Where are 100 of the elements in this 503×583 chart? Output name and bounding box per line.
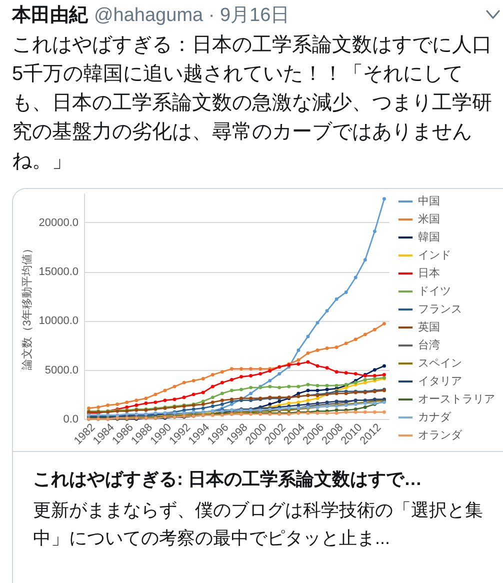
point — [354, 407, 358, 411]
point — [278, 386, 282, 390]
point — [134, 404, 138, 407]
point — [278, 400, 282, 404]
text: 更新がままならず、僕のブログは科学技術の「選択と集中」についての考察の最中でピタッと止ま... — [33, 499, 484, 550]
point — [306, 334, 310, 338]
point — [182, 408, 186, 412]
point — [106, 404, 110, 407]
point — [354, 276, 358, 280]
point — [316, 384, 320, 388]
point — [268, 378, 272, 382]
point — [230, 388, 234, 392]
point — [363, 405, 367, 409]
point — [268, 402, 272, 406]
point — [192, 378, 196, 382]
point — [201, 376, 205, 380]
legend-label: 中国 — [418, 194, 440, 208]
point — [382, 373, 386, 377]
point — [154, 400, 158, 404]
point — [163, 398, 167, 402]
point — [249, 386, 253, 390]
point — [87, 406, 90, 410]
point — [316, 364, 320, 368]
point — [172, 398, 176, 402]
point — [296, 392, 300, 396]
point — [210, 384, 214, 388]
point — [240, 388, 243, 392]
point — [210, 396, 214, 400]
point — [210, 404, 214, 408]
point — [163, 388, 167, 392]
point — [296, 362, 300, 366]
point — [240, 367, 243, 371]
point — [172, 384, 176, 388]
point — [372, 374, 376, 378]
point — [363, 378, 367, 382]
point — [278, 372, 282, 376]
point — [240, 375, 243, 378]
point — [306, 351, 310, 355]
point — [287, 402, 291, 406]
point — [154, 392, 158, 396]
point — [363, 258, 367, 262]
point — [354, 338, 358, 342]
point — [201, 406, 205, 410]
point — [296, 358, 300, 362]
point — [230, 378, 234, 382]
point — [344, 371, 348, 375]
point — [325, 309, 329, 313]
point — [306, 398, 310, 402]
legend-label: イタリア — [418, 376, 462, 388]
point — [363, 410, 367, 414]
point — [144, 402, 148, 406]
point — [201, 390, 205, 394]
point — [334, 346, 338, 349]
point — [372, 410, 376, 414]
y-tick-label: 10000.0 — [38, 315, 78, 328]
point — [382, 197, 386, 201]
point — [220, 392, 224, 396]
point — [334, 411, 338, 415]
point — [354, 410, 358, 414]
legend-label: ドイツ — [418, 286, 451, 298]
legend-label: 日本 — [418, 266, 440, 280]
point — [296, 384, 300, 388]
point — [96, 405, 100, 409]
y-tick-label: 0.0 — [63, 414, 78, 426]
point — [182, 396, 186, 400]
point — [220, 370, 224, 374]
point — [116, 402, 120, 406]
point — [306, 360, 310, 364]
point — [210, 373, 214, 377]
point — [334, 297, 338, 301]
point — [287, 384, 291, 388]
point — [220, 380, 224, 384]
point — [249, 392, 253, 396]
text: 本田由紀 — [12, 5, 88, 26]
legend-label: 米国 — [418, 212, 440, 226]
point — [230, 402, 234, 406]
point — [325, 346, 329, 350]
point — [344, 342, 348, 346]
point — [182, 380, 186, 384]
legend-label: 台湾 — [418, 338, 440, 352]
point — [220, 398, 224, 402]
point — [258, 372, 262, 376]
legend-label: オランダ — [418, 430, 463, 442]
point — [334, 408, 338, 412]
legend-label: フランス — [418, 304, 462, 316]
point — [230, 367, 234, 371]
point — [249, 374, 253, 378]
legend-label: オーストラリア — [418, 394, 495, 406]
point — [201, 402, 205, 406]
point — [306, 388, 310, 392]
point — [210, 400, 214, 404]
legend-label: 韓国 — [418, 230, 440, 244]
point — [334, 370, 338, 374]
point — [334, 384, 338, 388]
point — [316, 320, 320, 324]
point — [372, 230, 376, 234]
point — [220, 402, 224, 406]
legend-label: 英国 — [418, 320, 440, 334]
point — [372, 368, 376, 372]
y-axis-title: 論文数（3年移動平均値） — [20, 242, 34, 370]
